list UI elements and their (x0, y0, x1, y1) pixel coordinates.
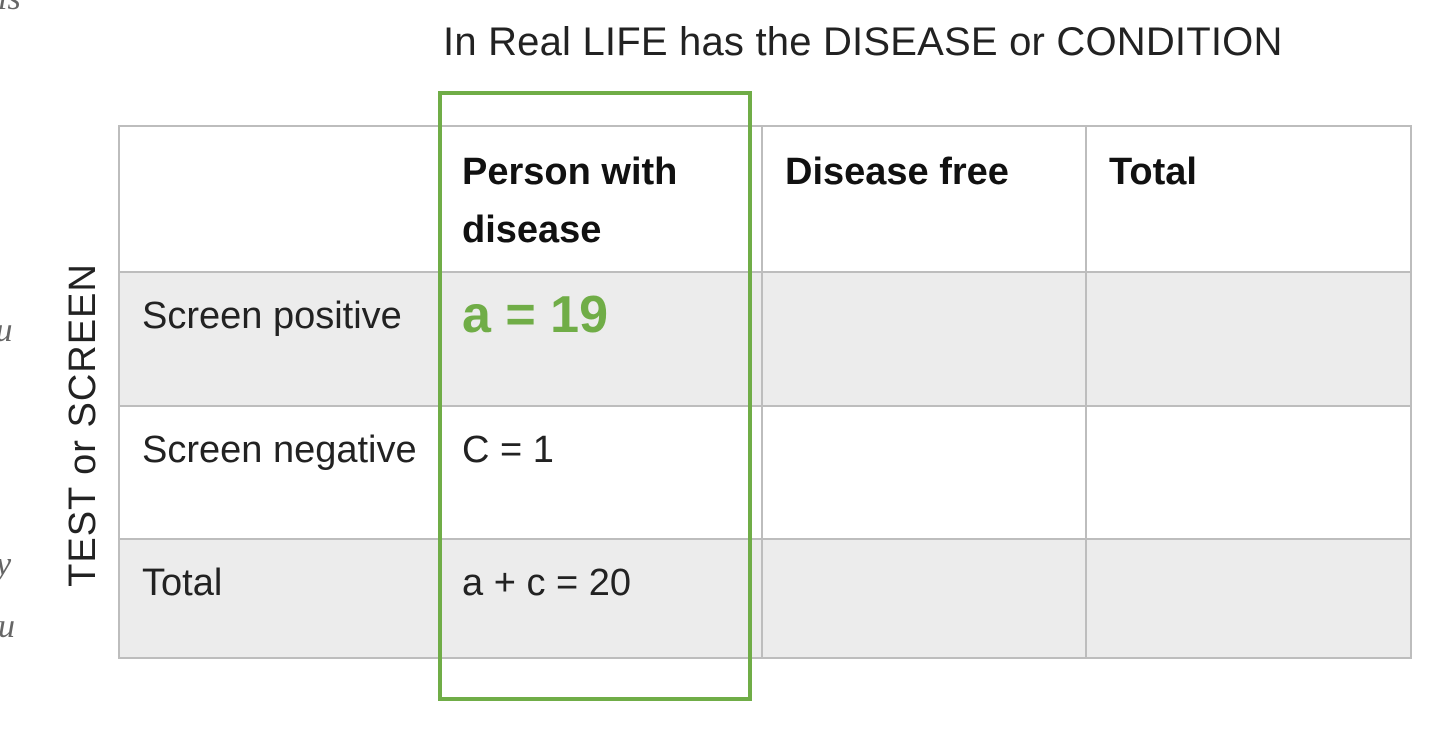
row-label-screen-negative: Screen negative (118, 404, 440, 541)
row-group-heading-wrap: TEST or SCREEN (58, 263, 108, 587)
table-row-screen-negative: Screen negative C = 1 (118, 404, 1412, 541)
cell-disease-total: a + c = 20 (438, 538, 763, 659)
cell-positive-total (1085, 270, 1412, 407)
header-cell-empty (118, 125, 440, 273)
cell-grand-total (1085, 538, 1412, 659)
cell-disease-free-total (761, 538, 1087, 659)
table-header-row: Person with disease Disease free Total (118, 125, 1412, 273)
row-label-total: Total (118, 538, 440, 659)
contingency-table: Person with disease Disease free Total S… (118, 125, 1412, 659)
row-group-heading: TEST or SCREEN (62, 263, 104, 587)
cell-false-positive (761, 270, 1087, 407)
cell-false-negative: C = 1 (438, 404, 763, 541)
edge-text-fragment: y (0, 548, 11, 582)
edge-text-fragment: u (0, 610, 15, 644)
cell-negative-total (1085, 404, 1412, 541)
edge-text-fragment: ıs (0, 0, 21, 16)
row-label-screen-positive: Screen positive (118, 270, 440, 407)
true-positive-value: a = 19 (462, 285, 609, 344)
cell-true-positive: a = 19 (438, 270, 763, 407)
table-row-screen-positive: Screen positive a = 19 (118, 270, 1412, 407)
header-cell-total: Total (1085, 125, 1412, 273)
cell-true-negative (761, 404, 1087, 541)
header-cell-person-with-disease: Person with disease (438, 125, 763, 273)
edge-text-fragment: lu (0, 314, 12, 348)
column-group-heading: In Real LIFE has the DISEASE or CONDITIO… (443, 20, 1283, 64)
header-cell-disease-free: Disease free (761, 125, 1087, 273)
table-row-total: Total a + c = 20 (118, 538, 1412, 659)
